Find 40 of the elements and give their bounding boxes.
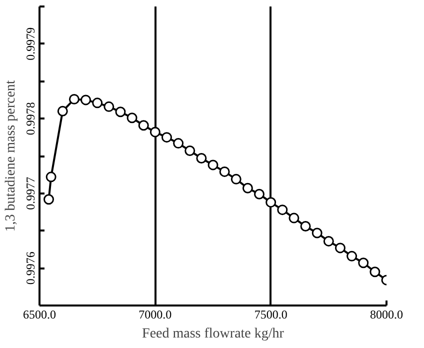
point [346,250,358,262]
x-tick-label: 7500.0 [254,308,288,322]
point [68,94,80,104]
point [150,126,160,138]
point [312,228,322,238]
y-tick-label: 0.9977 [24,176,38,210]
point [219,166,230,177]
point [358,258,369,268]
point [196,153,207,164]
point [161,132,172,143]
point [92,98,103,108]
x-tick-label: 6500.0 [23,308,56,322]
point [173,138,184,149]
point [266,197,276,208]
point [230,174,242,184]
point [242,182,253,194]
x-tick-label: 7000.0 [138,308,172,322]
point [138,120,149,131]
point [334,242,346,254]
x-axis-title: Feed mass flowrate kg/hr [142,326,284,342]
y-tick-label: 0.9976 [24,252,38,285]
point [46,172,56,182]
point [184,146,196,156]
point [277,204,288,216]
point [80,94,92,106]
point [115,106,126,118]
point [44,194,54,205]
point [208,160,218,170]
point [126,112,138,124]
point [323,236,334,246]
y-tick-label: 0.9979 [24,27,38,60]
point [288,212,300,224]
point [104,101,114,112]
y-axis-title: 1,3 butadiene mass percent [4,80,18,232]
point [254,188,265,200]
point [300,221,311,232]
point [57,106,68,116]
point [370,266,380,278]
y-tick-label: 0.9978 [24,102,38,136]
x-tick-label: 8000.0 [370,308,403,322]
